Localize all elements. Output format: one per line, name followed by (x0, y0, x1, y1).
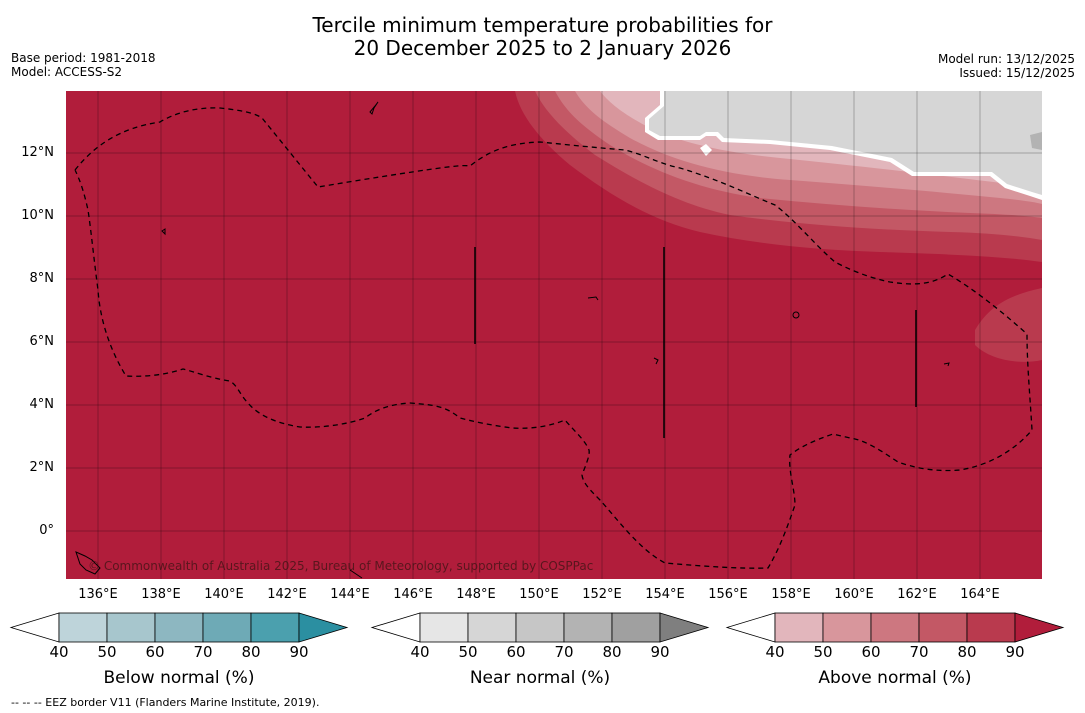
colorbar-tick: 70 (554, 643, 574, 661)
colorbar-tick: 50 (813, 643, 833, 661)
colorbar-tick: 80 (957, 643, 977, 661)
above-normal-colorbar-high-cap (1014, 612, 1065, 643)
colorbar-tick: 40 (765, 643, 785, 661)
lat-label: 8°N (29, 271, 55, 286)
lat-label: 4°N (29, 397, 55, 412)
island (943, 362, 950, 367)
lon-label: 158°E (771, 587, 811, 602)
meta-right: Model run: 13/12/2025 Issued: 15/12/2025 (938, 52, 1075, 80)
lon-label: 136°E (78, 587, 118, 602)
lat-label: 0° (39, 523, 54, 538)
map-field (66, 91, 1042, 579)
near-normal-colorbar-segment (515, 612, 565, 643)
island (349, 569, 363, 579)
model-name: Model: ACCESS-S2 (11, 65, 123, 79)
island (587, 296, 599, 301)
title-line-1: Tercile minimum temperature probabilitie… (312, 13, 773, 37)
colorbar-tick: 50 (458, 643, 478, 661)
below-normal-colorbar-segment (58, 612, 108, 643)
lat-label: 6°N (29, 334, 55, 349)
colorbar-title: Below normal (%) (103, 668, 255, 688)
near-normal-colorbar-segment (419, 612, 469, 643)
lon-label: 142°E (267, 587, 307, 602)
eez-border-west (74, 107, 1033, 569)
lon-label: 164°E (960, 587, 1000, 602)
near-normal-colorbar-high-cap (659, 612, 710, 643)
above-normal-colorbar-segment (822, 612, 872, 643)
below-normal-colorbar-segment (106, 612, 156, 643)
eez-footnote: -- -- -- EEZ border V11 (Flanders Marine… (11, 696, 320, 709)
island (161, 228, 166, 236)
above-normal-80-east-zone (975, 288, 1042, 362)
colorbar-tick: 40 (49, 643, 69, 661)
below-normal-colorbar-low-cap (9, 612, 60, 643)
colorbar-tick: 40 (410, 643, 430, 661)
colorbar-tick: 70 (909, 643, 929, 661)
colorbar-tick: 60 (861, 643, 881, 661)
colorbar-tick: 80 (241, 643, 261, 661)
near-normal-50-zone (649, 91, 1042, 195)
meta-left: Base period: 1981-2018 Model: ACCESS-S2 (11, 51, 156, 79)
lon-label: 160°E (834, 587, 874, 602)
base-period: Base period: 1981-2018 (11, 51, 156, 65)
colorbar-tick: 80 (602, 643, 622, 661)
colorbar-tick: 60 (145, 643, 165, 661)
colorbar-tick: 90 (650, 643, 670, 661)
colorbar-tick: 60 (506, 643, 526, 661)
below-normal-colorbar-high-cap (298, 612, 349, 643)
model-run: Model run: 13/12/2025 (937, 52, 1075, 66)
island (653, 357, 659, 365)
eez-gaps (474, 247, 917, 438)
map-title: Tercile minimum temperature probabilitie… (0, 14, 1085, 60)
above-normal-colorbar-segment (918, 612, 968, 643)
colorbar-title: Near normal (%) (469, 668, 611, 688)
lat-label: 2°N (29, 460, 55, 475)
island (369, 101, 379, 115)
below-normal-colorbar-segment (154, 612, 204, 643)
lat-label: 12°N (21, 145, 54, 160)
lon-label: 138°E (141, 587, 181, 602)
issued-date: Issued: 15/12/2025 (959, 66, 1075, 80)
colorbars (9, 612, 1065, 643)
near-normal-islet (700, 144, 712, 156)
lon-label: 156°E (708, 587, 748, 602)
islands (75, 101, 950, 579)
above-normal-colorbar-segment (870, 612, 920, 643)
lon-label: 146°E (393, 587, 433, 602)
colorbar-tick: 50 (97, 643, 117, 661)
colorbar-title: Above normal (%) (818, 668, 972, 688)
lon-label: 144°E (330, 587, 370, 602)
below-normal-colorbar-segment (202, 612, 252, 643)
lon-label: 162°E (897, 587, 937, 602)
lon-label: 140°E (204, 587, 244, 602)
near-normal-colorbar-segment (467, 612, 517, 643)
lat-label: 10°N (21, 208, 54, 223)
graticule (66, 91, 1042, 579)
title-line-2: 20 December 2025 to 2 January 2026 (353, 36, 732, 60)
colorbar-tick: 70 (193, 643, 213, 661)
eez-borders (74, 107, 1033, 569)
near-normal-colorbar-segment (611, 612, 661, 643)
lon-label: 152°E (582, 587, 622, 602)
colorbar-tick: 90 (289, 643, 309, 661)
lon-label: 148°E (456, 587, 496, 602)
lon-label: 150°E (519, 587, 559, 602)
colorbar-tick: 90 (1005, 643, 1025, 661)
near-normal-colorbar-low-cap (370, 612, 421, 643)
above-normal-colorbar-low-cap (725, 612, 776, 643)
below-normal-colorbar-segment (250, 612, 300, 643)
above-normal-colorbar-segment (966, 612, 1016, 643)
near-normal-colorbar-segment (563, 612, 613, 643)
above-normal-colorbar-segment (774, 612, 824, 643)
near-normal-70-zone (1030, 132, 1042, 150)
island-group-southwest (75, 551, 101, 575)
copyright-notice: © Commonwealth of Australia 2025, Bureau… (88, 559, 594, 573)
lon-label: 154°E (645, 587, 685, 602)
island (792, 311, 800, 319)
